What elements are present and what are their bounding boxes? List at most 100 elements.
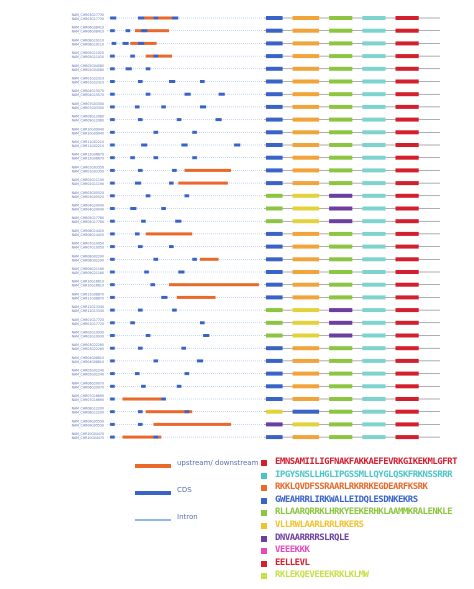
motif-block	[329, 117, 353, 122]
motif-block	[329, 219, 353, 224]
motif-block	[292, 231, 320, 236]
exon-block	[110, 156, 115, 160]
motif-block	[395, 384, 419, 389]
exon-block	[153, 54, 159, 58]
exon-block	[110, 219, 115, 223]
motif-block	[266, 231, 283, 236]
motif-block	[329, 358, 353, 363]
motif-block	[329, 231, 353, 236]
legend-item-upstream: upstream/ downstream	[135, 459, 265, 473]
motif-block	[395, 231, 419, 236]
motif-block	[395, 104, 419, 109]
motif-logo: EMNSAMIILIGFNAKFAKKAEFEVRKGIKEKMLGFRT	[275, 457, 457, 467]
gene-sublabel: NAM_CHR07G16690	[72, 398, 104, 402]
motif-block	[292, 41, 320, 46]
motif-block	[266, 117, 283, 122]
exon-block	[172, 16, 179, 20]
motif-block	[329, 244, 353, 249]
exon-block	[110, 168, 115, 172]
exon-block	[130, 54, 135, 58]
motif-legend-row: IPGYSNSLLHGLIPGSSMLLQYGLQSKFRKNSSRRR	[261, 470, 453, 484]
exon-block	[130, 156, 135, 160]
motif-block	[362, 244, 386, 249]
motif-block	[292, 308, 320, 313]
exon-block	[184, 372, 190, 376]
motif-block	[362, 66, 386, 71]
motif-block	[329, 346, 353, 351]
motif-legend-row: DNVAARRRRSLRQLE	[261, 533, 441, 547]
exon-block	[110, 257, 115, 261]
motif-legend-row: EELLEVL	[261, 558, 441, 572]
gene-sublabel: NAM_CHR04G08810	[72, 360, 104, 364]
exon-block	[138, 308, 143, 312]
gene-sublabel: NAM_CHR12G06670	[72, 157, 104, 161]
gene-sublabel: NAM_CHR11G02210	[72, 144, 104, 148]
motif-block	[266, 181, 283, 186]
exon-block	[138, 41, 145, 45]
motif-block	[362, 308, 386, 313]
gene-label: NAM_CHR05G11020	[72, 51, 104, 55]
motif-block	[395, 41, 419, 46]
motif-block	[329, 41, 353, 46]
motif-block	[329, 308, 353, 313]
motif-block	[395, 308, 419, 313]
exon-block	[130, 207, 137, 210]
motif-swatch	[261, 573, 267, 580]
motif-block	[329, 282, 353, 287]
motif-legend: EMNSAMIILIGFNAKFAKKAEFEVRKGIKEKMLGFRT IPG…	[261, 457, 457, 584]
exon-block	[153, 359, 159, 363]
motif-block	[292, 54, 320, 59]
legend-item-cds: CDS	[135, 486, 265, 500]
gene-label: NAM_CHR08G02290	[72, 254, 104, 258]
exon-block	[175, 219, 182, 223]
exon-block	[110, 334, 115, 337]
exon-block	[134, 181, 142, 185]
motif-block	[329, 320, 353, 325]
motif-block	[329, 28, 353, 33]
motif-block	[395, 66, 419, 71]
legend-label: upstream/ downstream	[177, 459, 259, 467]
motif-swatch	[261, 497, 267, 504]
motif-block	[329, 168, 353, 173]
exon-block	[141, 29, 148, 33]
motif-block	[329, 435, 353, 440]
motif-block	[395, 206, 419, 211]
motif-block	[292, 130, 320, 135]
utr-block	[153, 422, 231, 426]
motif-block	[292, 219, 320, 224]
legend-swatch	[135, 464, 171, 468]
gene-label: NAM_CHR07G03300	[72, 102, 104, 106]
gene-label: NAM_CHR02G04580	[72, 64, 104, 68]
motif-block	[292, 168, 320, 173]
gene-label: NAM_CHR03G22260	[72, 343, 104, 347]
motif-block	[329, 54, 353, 59]
gene-label: NAM_CHR10G04470	[72, 432, 104, 436]
exon-block	[110, 181, 115, 185]
motif-block	[329, 384, 353, 389]
exon-block	[110, 232, 115, 236]
motif-block	[395, 79, 419, 84]
gene-sublabel: NAM_CHR09G12080	[72, 119, 104, 123]
exon-block	[110, 143, 115, 147]
exon-block	[110, 346, 115, 350]
exon-block	[153, 435, 159, 439]
utr-block	[134, 29, 169, 33]
utr-block	[122, 435, 162, 439]
exon-block	[161, 207, 166, 210]
motif-swatch	[261, 548, 267, 555]
motif-block	[329, 66, 353, 71]
motif-block	[292, 206, 320, 211]
gene-sublabel: NAM_CHR05G11020	[72, 55, 104, 59]
motif-block	[362, 409, 386, 414]
motif-block	[292, 358, 320, 363]
motif-swatch	[261, 460, 267, 466]
motif-block	[395, 320, 419, 325]
motif-block	[362, 104, 386, 109]
exon-block	[161, 397, 166, 401]
motif-block	[292, 117, 320, 122]
motif-block	[395, 346, 419, 351]
motif-block	[266, 244, 283, 249]
gene-label: NAM_CHR12G06670	[72, 153, 104, 157]
gene-label: NAM_CHR05G02240	[72, 369, 104, 373]
motif-block	[266, 384, 283, 389]
